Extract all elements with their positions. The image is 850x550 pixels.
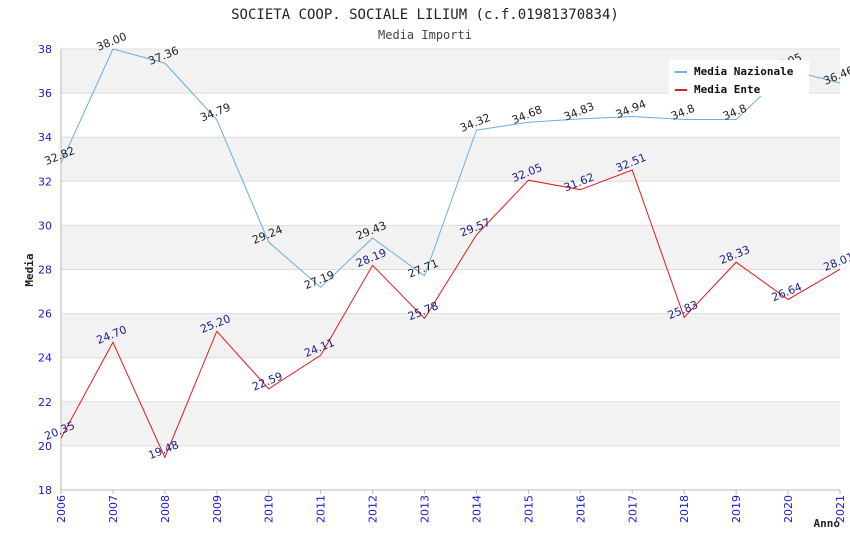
y-tick-label: 32 bbox=[38, 175, 52, 188]
x-tick-label: 2018 bbox=[678, 495, 691, 523]
background-band bbox=[61, 445, 840, 490]
background-bands bbox=[61, 49, 840, 490]
x-tick-label: 2016 bbox=[574, 495, 587, 523]
background-band bbox=[61, 93, 840, 138]
x-tick-label: 2019 bbox=[730, 495, 743, 523]
x-tick-label: 2007 bbox=[107, 495, 120, 523]
x-axis-label: Anno bbox=[814, 517, 841, 530]
y-tick-label: 30 bbox=[38, 219, 52, 232]
legend-label-nazionale: Media Nazionale bbox=[694, 65, 794, 78]
y-tick-label: 34 bbox=[38, 131, 52, 144]
y-tick-label: 18 bbox=[38, 484, 52, 497]
x-tick-label: 2020 bbox=[782, 495, 795, 523]
y-tick-label: 22 bbox=[38, 396, 52, 409]
x-tick-label: 2021 bbox=[834, 495, 847, 523]
legend-label-ente: Media Ente bbox=[694, 83, 761, 96]
x-tick-label: 2010 bbox=[263, 495, 276, 523]
x-tick-label: 2006 bbox=[55, 495, 68, 523]
y-axis-label: Media bbox=[23, 253, 36, 286]
y-tick-label: 26 bbox=[38, 308, 52, 321]
x-tick-label: 2013 bbox=[419, 495, 432, 523]
x-tick-label: 2009 bbox=[211, 495, 224, 523]
y-tick-label: 20 bbox=[38, 440, 52, 453]
y-tick-label: 36 bbox=[38, 87, 52, 100]
chart-title: SOCIETA COOP. SOCIALE LILIUM (c.f.019813… bbox=[231, 7, 619, 23]
series-line-nazionale bbox=[60, 48, 841, 289]
background-band bbox=[61, 401, 840, 446]
x-tick-labels: 2006 2007 2008 2009 2010 2011 2012 2013 2014 2015… bbox=[55, 490, 847, 523]
y-tick-label: 24 bbox=[38, 352, 52, 365]
background-band bbox=[61, 357, 840, 402]
chart-subtitle: Media Importi bbox=[378, 28, 472, 42]
x-tick-label: 2008 bbox=[159, 495, 172, 523]
x-tick-label: 2014 bbox=[470, 495, 483, 523]
background-band bbox=[61, 225, 840, 270]
x-tick-label: 2017 bbox=[626, 495, 639, 523]
background-band bbox=[61, 137, 840, 182]
x-tick-label: 2015 bbox=[522, 495, 535, 523]
y-tick-label: 28 bbox=[38, 264, 52, 277]
y-tick-labels: 18 20 22 24 26 28 30 32 34 36 38 bbox=[38, 43, 52, 497]
background-band bbox=[61, 313, 840, 358]
x-tick-label: 2011 bbox=[315, 495, 328, 523]
legend: Media Nazionale Media Ente bbox=[669, 60, 809, 96]
series-lines bbox=[60, 48, 841, 459]
legend-box bbox=[669, 60, 809, 96]
y-tick-label: 38 bbox=[38, 43, 52, 56]
x-tick-label: 2012 bbox=[367, 495, 380, 523]
series-line-ente bbox=[60, 169, 841, 459]
